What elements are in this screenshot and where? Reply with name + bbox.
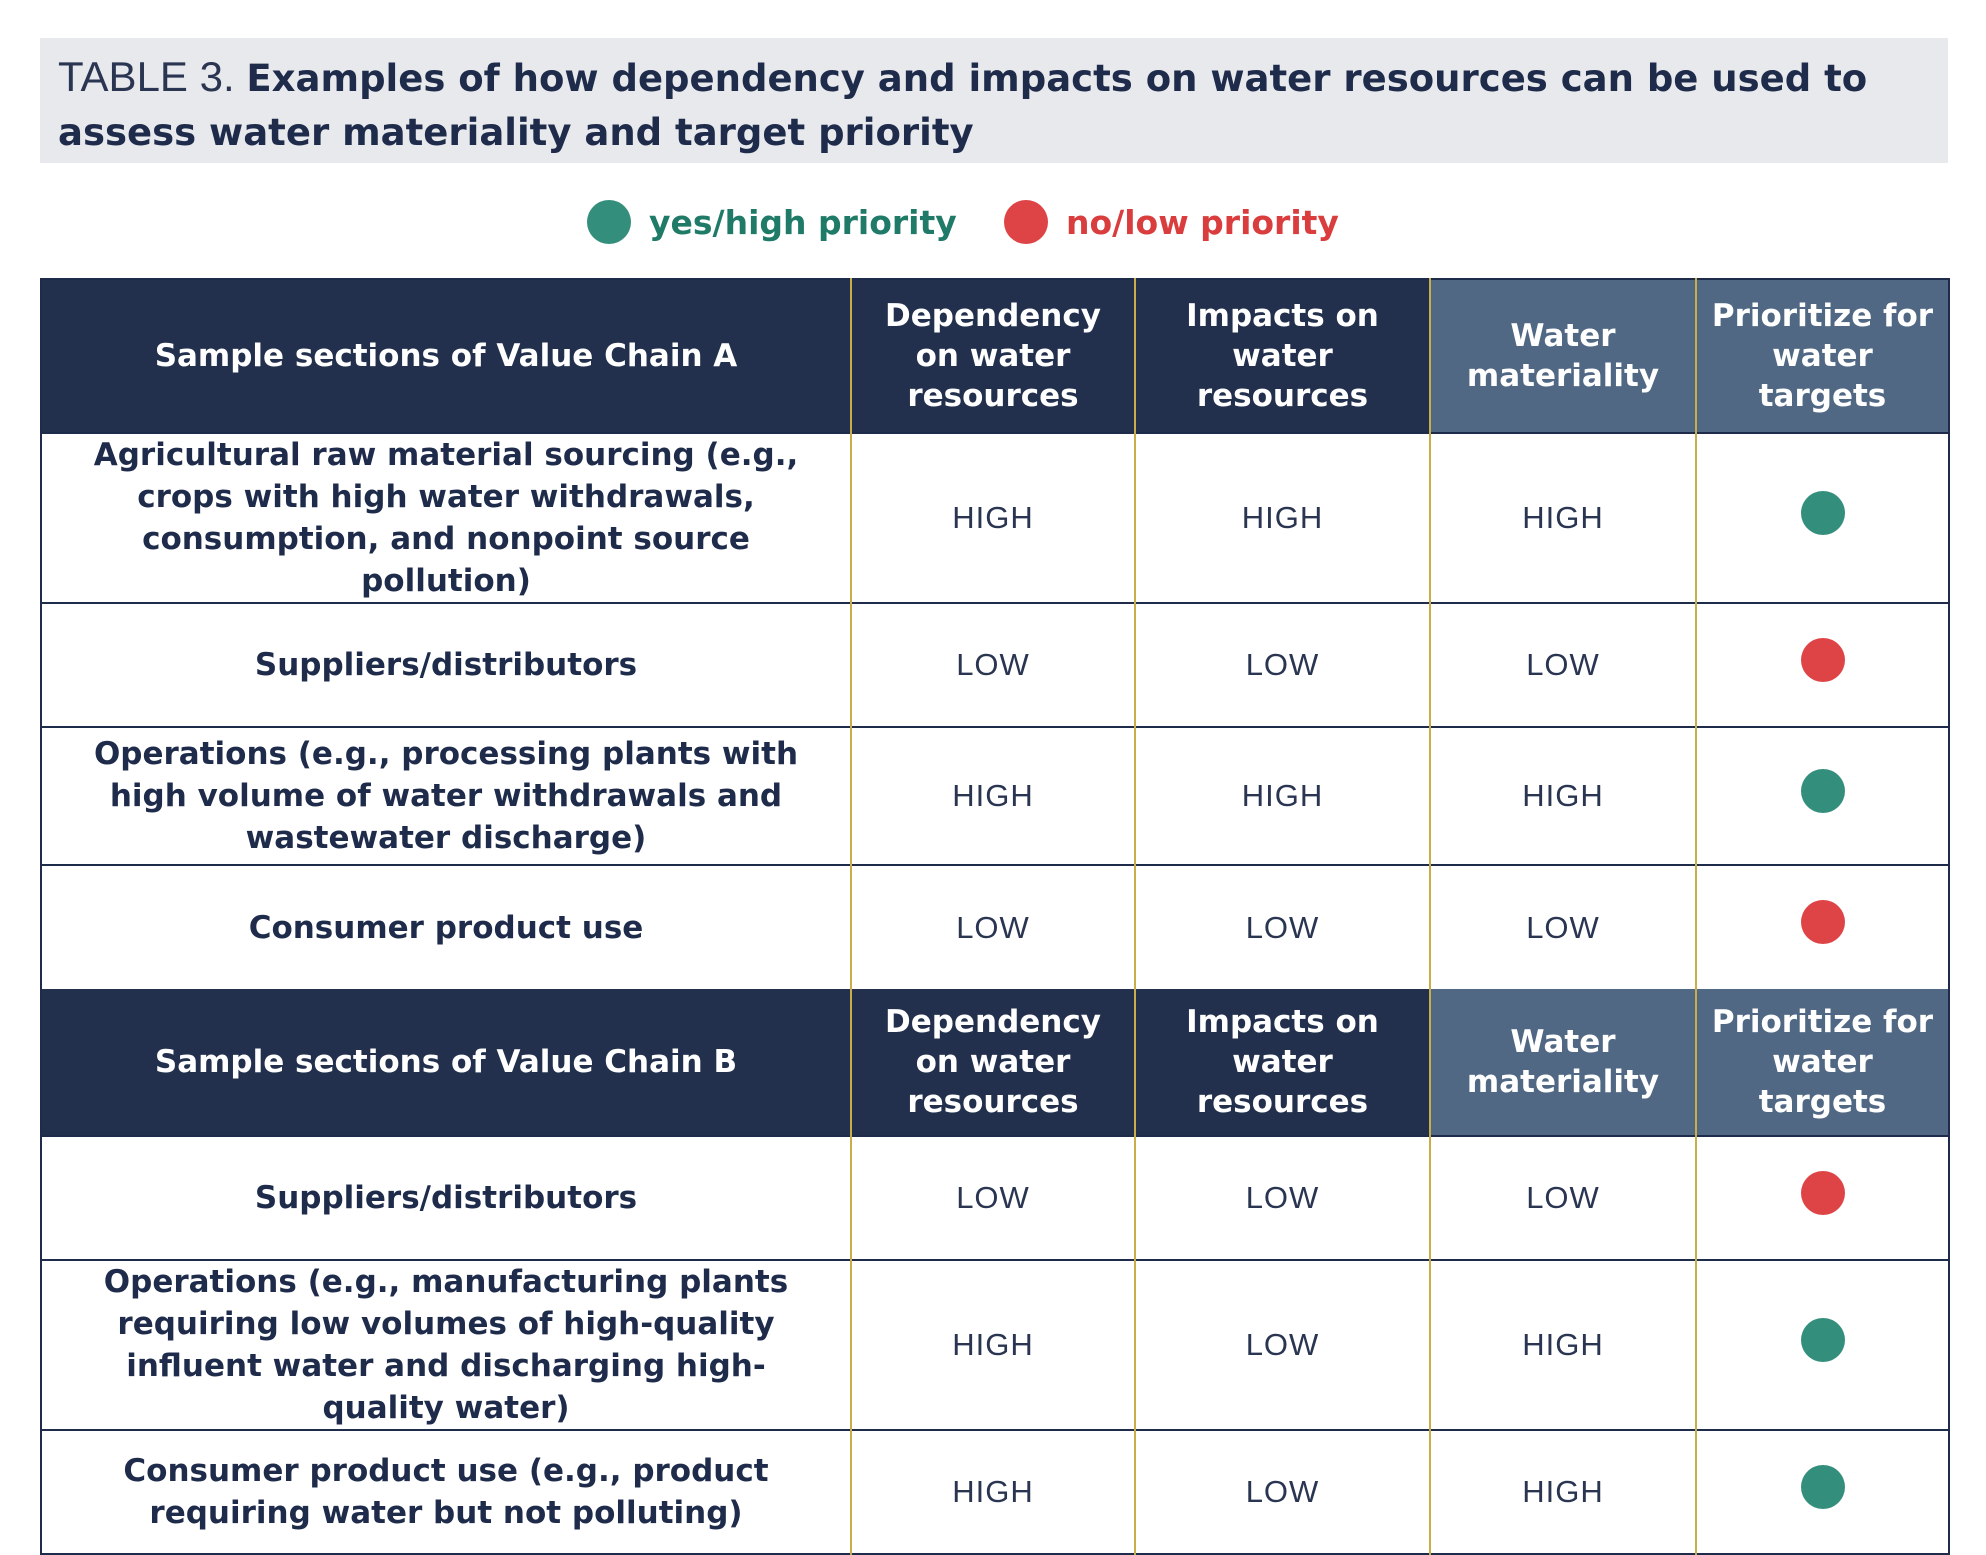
legend: yes/high priority no/low priority: [0, 199, 1986, 249]
section-cell: Consumer product use: [41, 864, 851, 989]
priority-cell: [1695, 602, 1949, 727]
materiality-cell: LOW: [1429, 602, 1696, 727]
impacts-cell: HIGH: [1134, 726, 1430, 865]
green-dot-icon: [587, 200, 631, 244]
priority-cell: [1695, 1429, 1949, 1554]
materiality-header: Water materiality: [1429, 279, 1696, 433]
table-caption: Examples of how dependency and impacts o…: [58, 57, 1868, 154]
materiality-cell: HIGH: [1429, 1429, 1696, 1554]
prioritize-header: Prioritize for water targets: [1695, 279, 1949, 433]
priority-cell: [1695, 726, 1949, 865]
table-row: Consumer product use LOW LOW LOW: [41, 864, 1949, 989]
materiality-header: Water materiality: [1429, 989, 1696, 1136]
impacts-cell: HIGH: [1134, 432, 1430, 603]
table-row: Consumer product use (e.g., product requ…: [41, 1429, 1949, 1554]
table-number: TABLE 3.: [58, 53, 235, 100]
legend-no: no/low priority: [1004, 199, 1339, 245]
priority-cell: [1695, 432, 1949, 603]
section-cell: Agricultural raw material sourcing (e.g.…: [41, 432, 851, 603]
priority-cell: [1695, 1135, 1949, 1260]
green-dot-icon: [1800, 768, 1845, 813]
red-dot-icon: [1800, 637, 1845, 682]
section-cell: Suppliers/distributors: [41, 1135, 851, 1260]
materiality-cell: HIGH: [1429, 726, 1696, 865]
impacts-cell: LOW: [1134, 602, 1430, 727]
dependency-cell: HIGH: [850, 726, 1135, 865]
green-dot-icon: [1800, 1317, 1845, 1362]
red-dot-icon: [1800, 1170, 1845, 1215]
red-dot-icon: [1004, 200, 1048, 244]
impacts-header: Impacts on water resources: [1134, 989, 1430, 1136]
header-row-chain-a: Sample sections of Value Chain A Dependen…: [41, 279, 1949, 433]
legend-no-label: no/low priority: [1066, 202, 1339, 242]
green-dot-icon: [1800, 1464, 1845, 1509]
impacts-cell: LOW: [1134, 1259, 1430, 1430]
dependency-header: Dependency on water resources: [850, 989, 1135, 1136]
section-cell: Operations (e.g., manufacturing plants r…: [41, 1259, 851, 1430]
table-row: Agricultural raw material sourcing (e.g.…: [41, 432, 1949, 603]
dependency-cell: LOW: [850, 1135, 1135, 1260]
section-header: Sample sections of Value Chain B: [41, 989, 851, 1136]
materiality-cell: HIGH: [1429, 1259, 1696, 1430]
dependency-header: Dependency on water resources: [850, 279, 1135, 433]
priority-cell: [1695, 864, 1949, 989]
green-dot-icon: [1800, 490, 1845, 535]
dependency-cell: HIGH: [850, 432, 1135, 603]
water-materiality-table: Sample sections of Value Chain A Dependen…: [40, 278, 1950, 1555]
table-row: Operations (e.g., manufacturing plants r…: [41, 1259, 1949, 1430]
section-cell: Operations (e.g., processing plants with…: [41, 726, 851, 865]
red-dot-icon: [1800, 900, 1845, 944]
materiality-cell: LOW: [1429, 1135, 1696, 1260]
header-row-chain-b: Sample sections of Value Chain B Dependen…: [41, 989, 1949, 1136]
impacts-cell: LOW: [1134, 864, 1430, 989]
materiality-cell: LOW: [1429, 864, 1696, 989]
prioritize-header: Prioritize for water targets: [1695, 989, 1949, 1136]
table-row: Operations (e.g., processing plants with…: [41, 726, 1949, 865]
impacts-cell: LOW: [1134, 1135, 1430, 1260]
legend-yes: yes/high priority: [587, 199, 957, 245]
legend-yes-label: yes/high priority: [649, 202, 957, 242]
dependency-cell: LOW: [850, 602, 1135, 727]
impacts-cell: LOW: [1134, 1429, 1430, 1554]
dependency-cell: HIGH: [850, 1259, 1135, 1430]
impacts-header: Impacts on water resources: [1134, 279, 1430, 433]
section-header: Sample sections of Value Chain A: [41, 279, 851, 433]
table-row: Suppliers/distributors LOW LOW LOW: [41, 602, 1949, 727]
table-title: TABLE 3. Examples of how dependency and …: [40, 38, 1948, 163]
section-cell: Suppliers/distributors: [41, 602, 851, 727]
dependency-cell: HIGH: [850, 1429, 1135, 1554]
section-cell: Consumer product use (e.g., product requ…: [41, 1429, 851, 1554]
materiality-cell: HIGH: [1429, 432, 1696, 603]
table-row: Suppliers/distributors LOW LOW LOW: [41, 1135, 1949, 1260]
dependency-cell: LOW: [850, 864, 1135, 989]
priority-cell: [1695, 1259, 1949, 1430]
